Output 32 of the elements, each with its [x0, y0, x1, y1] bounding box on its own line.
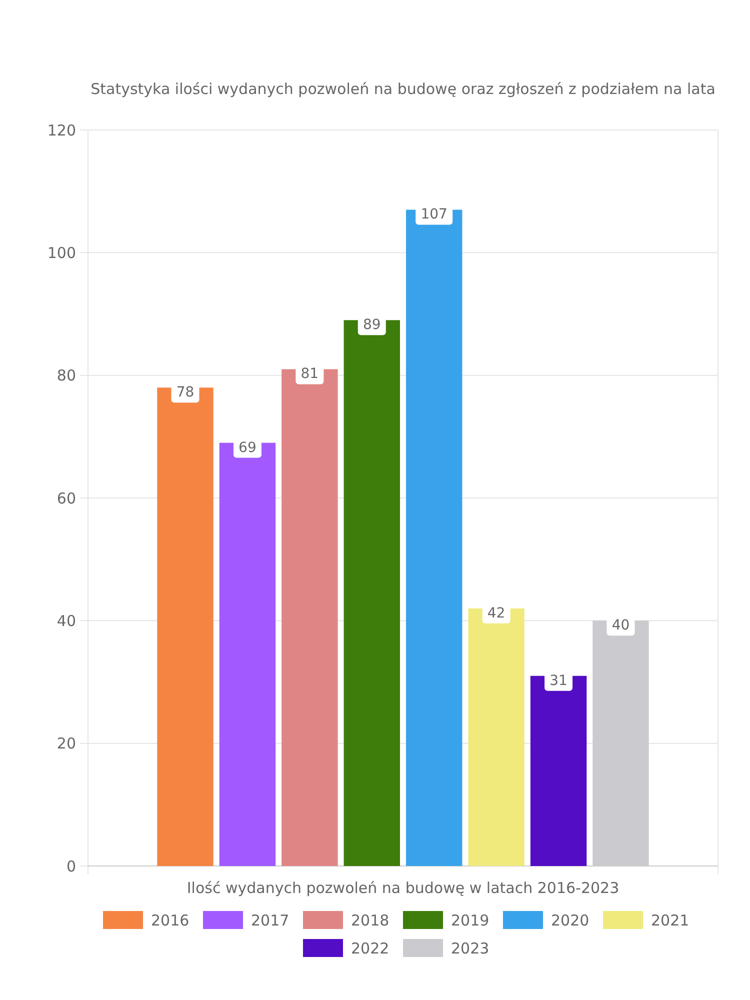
bar: [530, 676, 587, 866]
bar: [468, 608, 524, 866]
y-tick-label: 120: [47, 121, 76, 140]
y-tick-label: 100: [47, 244, 76, 262]
data-label: 69: [238, 440, 256, 456]
data-label: 107: [420, 206, 448, 223]
legend-label: 2022: [351, 939, 390, 958]
legend-label: 2016: [151, 911, 190, 930]
legend-label: 2020: [551, 911, 590, 930]
bar: [406, 210, 462, 866]
bar: [344, 320, 400, 866]
data-label: 42: [487, 605, 506, 622]
legend-label: 2021: [651, 911, 690, 930]
bar: [219, 442, 276, 866]
chart-title: Statystyka ilości wydanych pozwoleń na budowę oraz zgłoszeń z podziałem na lata: [90, 80, 716, 98]
bar: [282, 369, 338, 866]
data-label: 40: [612, 618, 630, 634]
data-label: 31: [550, 672, 568, 689]
data-label: 78: [176, 384, 194, 401]
y-tick-label: 40: [56, 612, 76, 630]
bar: [157, 388, 214, 866]
legend-label: 2018: [351, 911, 390, 930]
legend-label: 2017: [251, 911, 290, 930]
y-tick-label: 80: [56, 366, 76, 385]
data-label: 89: [362, 317, 381, 334]
legend-label: 2019: [451, 911, 490, 930]
x-tick-label: Ilość wydanych pozwoleń na budowę w latach 2016-2023: [186, 879, 620, 897]
data-label: 81: [300, 366, 319, 382]
legend-label: 2023: [451, 939, 490, 958]
y-tick-label: 20: [56, 734, 76, 753]
y-tick-label: 60: [56, 489, 76, 508]
y-tick-label: 0: [66, 857, 76, 876]
